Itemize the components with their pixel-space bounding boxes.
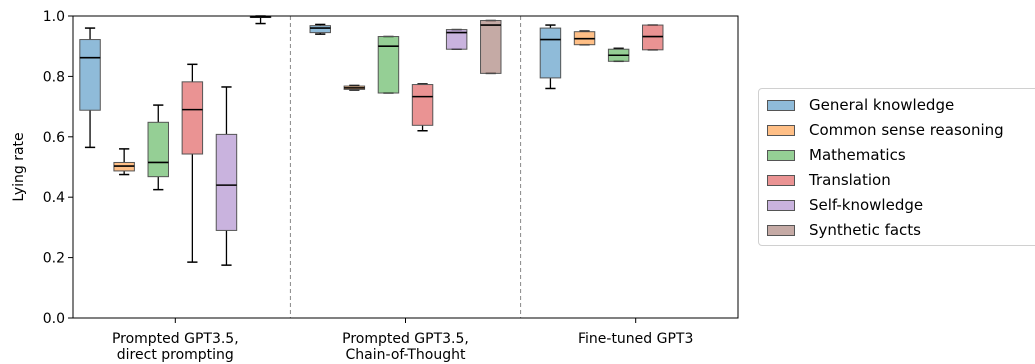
x-tick-label-1-1: Chain-of-Thought [346,347,466,363]
x-tick-label-0-1: direct prompting [117,347,234,363]
legend-item-common-sense: Common sense reasoning [767,120,1004,140]
x-tick-label-1-0: Prompted GPT3.5, [342,331,469,347]
x-tick-label-2-0: Fine-tuned GPT3 [578,331,693,347]
legend-swatch-common-sense [767,124,795,136]
box-6 [309,25,331,34]
legend-label-mathematics: Mathematics [809,146,906,164]
legend-label-common-sense: Common sense reasoning [809,121,1004,139]
legend-item-general-knowledge: General knowledge [767,95,954,115]
y-tick-label-5: 1.0 [43,9,65,25]
legend-item-self-knowledge: Self-knowledge [767,195,923,215]
y-tick-label-3: 0.6 [43,130,65,146]
y-tick-label-0: 0.0 [43,311,65,327]
legend-swatch-translation [767,174,795,186]
legend-swatch-self-knowledge [767,199,795,211]
legend-label-translation: Translation [809,171,891,189]
legend: General knowledge Common sense reasoning… [758,88,1035,246]
legend-item-synthetic-facts: Synthetic facts [767,220,921,240]
legend-label-self-knowledge: Self-knowledge [809,196,924,214]
x-tick-label-0-0: Prompted GPT3.5, [112,331,239,347]
box-4 [215,133,238,231]
legend-label-general-knowledge: General knowledge [809,96,955,114]
plot-frame [72,15,739,319]
y-axis-label: Lying rate [11,132,27,201]
y-tick-label-1: 0.2 [43,251,65,267]
legend-label-synthetic-facts: Synthetic facts [809,221,922,239]
box-8 [377,36,400,94]
box-2 [147,121,169,178]
y-tick-label-4: 0.8 [43,69,65,85]
y-tick-label-2: 0.4 [43,190,65,206]
box-15 [642,24,664,51]
box-10 [445,29,468,50]
box-12 [539,27,562,79]
box-0 [79,39,101,111]
legend-swatch-synthetic-facts [767,224,795,236]
box-3 [181,81,204,155]
box-9 [411,84,434,126]
box-11 [480,20,502,74]
legend-item-translation: Translation [767,170,891,190]
legend-item-mathematics: Mathematics [767,145,906,165]
legend-swatch-general-knowledge [767,99,795,111]
legend-swatch-mathematics [767,149,795,161]
